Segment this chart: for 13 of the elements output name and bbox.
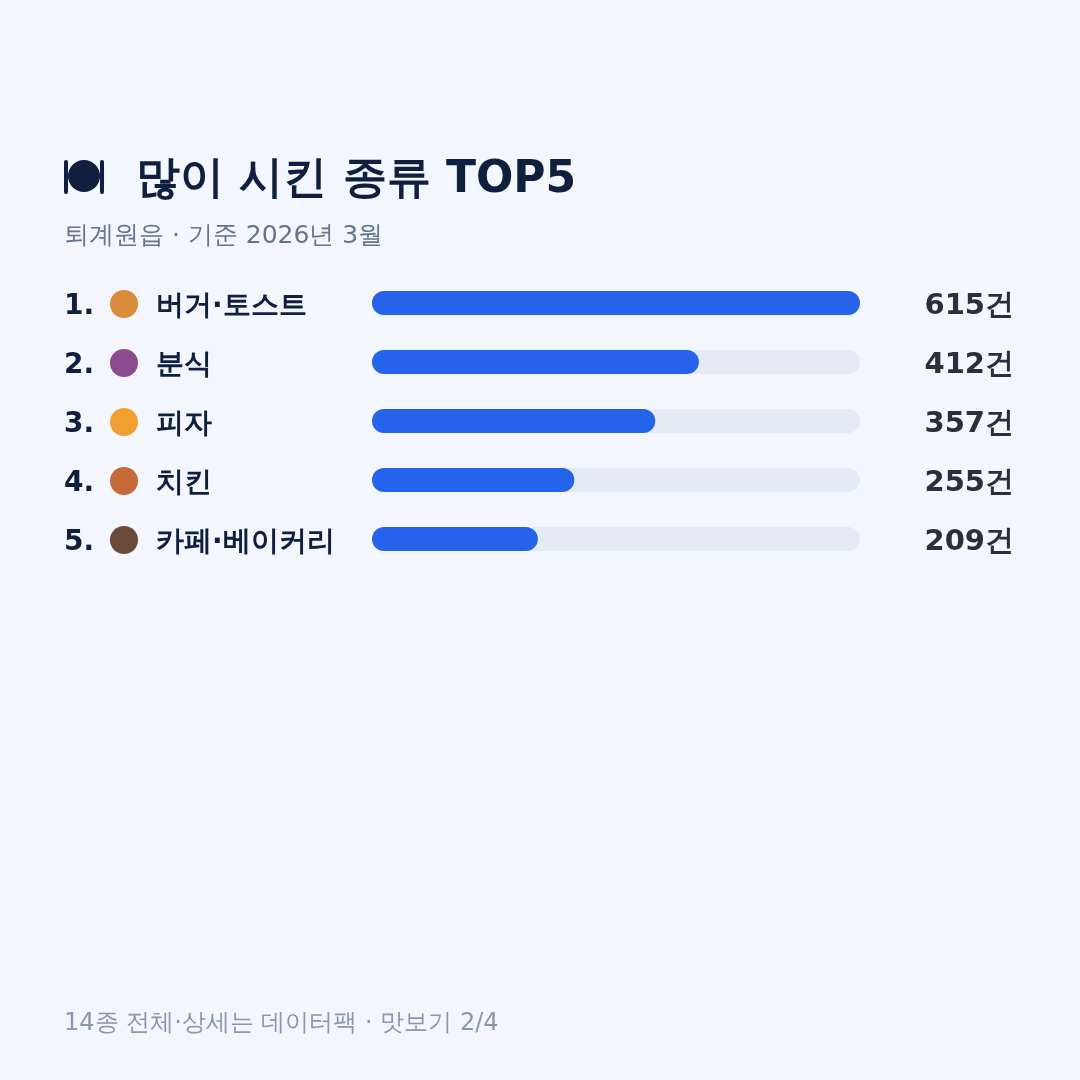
category-label: 3. 피자 <box>64 406 212 439</box>
category-label: 1. 버거·토스트 <box>64 288 307 321</box>
data-label: 412건 <box>924 346 1014 380</box>
text: 14종 전체·상세는 데이터팩 · 맛보기 2/4 <box>64 1008 499 1036</box>
category-label: 2. 분식 <box>64 347 212 380</box>
data-label: 357건 <box>924 405 1014 439</box>
data-label: 209건 <box>924 523 1014 557</box>
category-label: 5. 카페·베이커리 <box>64 524 335 557</box>
category-label: 4. 치킨 <box>64 465 212 498</box>
chart-title: 많이 시킨 종류 TOP5 <box>136 151 577 202</box>
data-label: 615건 <box>924 287 1014 321</box>
data-label: 255건 <box>924 464 1014 498</box>
chart-subtitle: 퇴계원읍 · 기준 2026년 3월 <box>64 220 384 249</box>
